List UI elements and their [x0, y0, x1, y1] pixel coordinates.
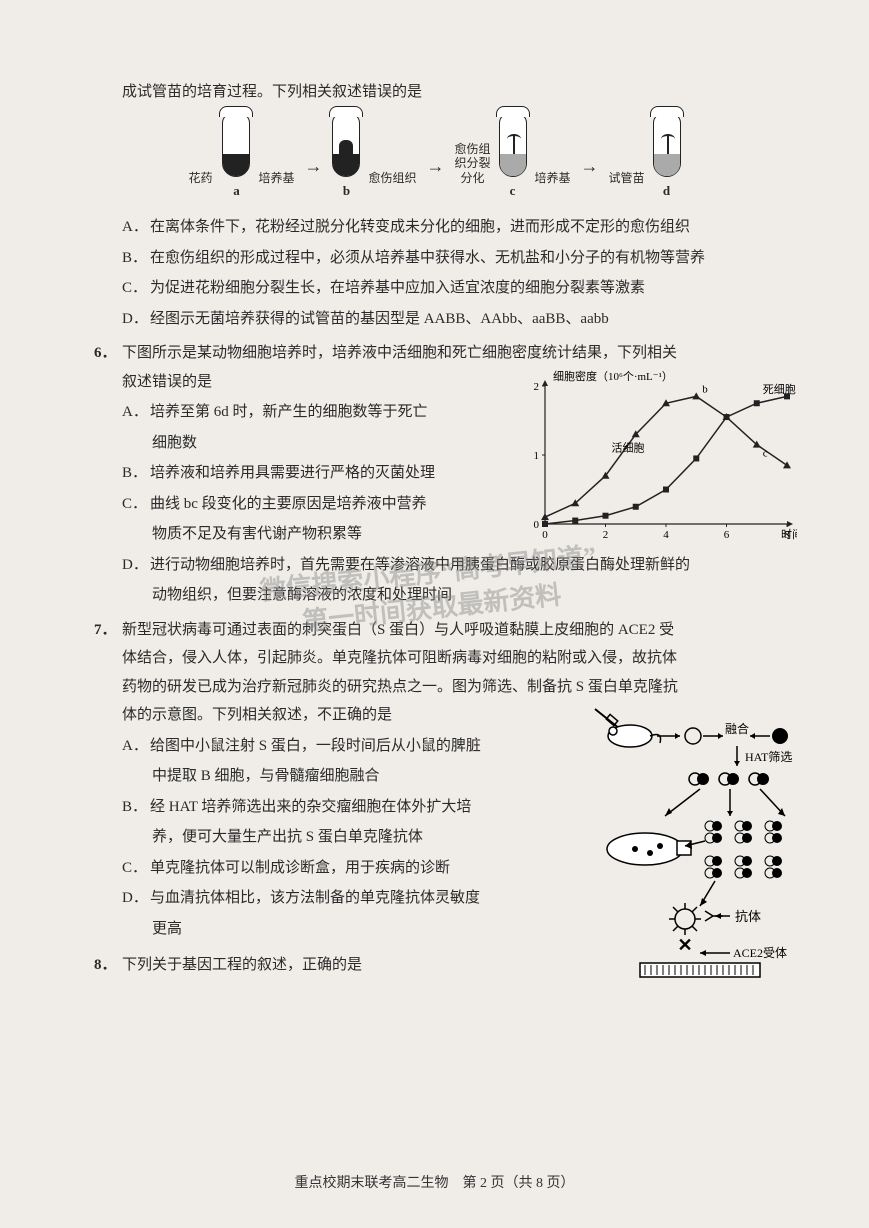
arrow-icon: →: [302, 149, 324, 203]
svg-text:c: c: [763, 447, 768, 459]
q6-opt-a2: 细胞数: [60, 429, 515, 458]
svg-text:2: 2: [603, 529, 609, 541]
q6-opt-c2: 物质不足及有害代谢产物积累等: [60, 520, 515, 549]
q5-stem-cont: 成试管苗的培育过程。下列相关叙述错误的是: [60, 78, 809, 107]
page-footer: 重点校期末联考高二生物 第 2 页（共 8 页）: [0, 1171, 869, 1198]
q5-opt-a: A．在离体条件下，花粉经过脱分化转变成未分化的细胞，进而形成不定形的愈伤组织: [60, 213, 809, 242]
page-content: 成试管苗的培育过程。下列相关叙述错误的是 花药 a 培养基 → b 愈伤组织 →…: [60, 78, 809, 980]
q5-opt-d: D．经图示无菌培养获得的试管苗的基因型是 AABB、AAbb、aaBB、aabb: [60, 305, 809, 334]
tube-b: [332, 113, 360, 177]
svg-text:4: 4: [663, 529, 669, 541]
q7-opt-a: A．给图中小鼠注射 S 蛋白，一段时间后从小鼠的脾脏: [60, 732, 560, 761]
q6-opt-a: A．培养至第 6d 时，新产生的细胞数等于死亡: [60, 398, 515, 427]
q7-opt-d: D．与血清抗体相比，该方法制备的单克隆抗体灵敏度: [60, 884, 560, 913]
q8-stem: 下列关于基因工程的叙述，正确的是: [122, 957, 362, 973]
q5-opt-c: C．为促进花粉细胞分裂生长，在培养基中应加入适宜浓度的细胞分裂素等激素: [60, 274, 809, 303]
q7-opt-a2: 中提取 B 细胞，与骨髓瘤细胞融合: [60, 762, 560, 791]
q6-stem1: 下图所示是某动物细胞培养时，培养液中活细胞和死亡细胞密度统计结果，下列相关: [122, 345, 677, 361]
svg-text:6: 6: [724, 529, 730, 541]
q7-opt-c: C．单克隆抗体可以制成诊断盒，用于疾病的诊断: [60, 854, 560, 883]
svg-text:0: 0: [534, 519, 540, 531]
q6-opt-d: D．进行动物细胞培养时，首先需要在等渗溶液中用胰蛋白酶或胶原蛋白酶处理新鲜的: [60, 551, 809, 580]
svg-text:2: 2: [534, 381, 540, 393]
svg-text:HAT筛选: HAT筛选: [745, 749, 792, 764]
q5-diagram: 花药 a 培养基 → b 愈伤组织 → 愈伤组 织分裂 分化 c 培养: [60, 113, 809, 204]
tube-a: [222, 113, 250, 177]
svg-text:死细胞: 死细胞: [763, 383, 796, 396]
arrow-icon: →: [425, 149, 447, 203]
q5-opt-b: B．在愈伤组织的形成过程中，必须从培养基中获得水、无机盐和小分子的有机物等营养: [60, 244, 809, 273]
svg-text:活细胞: 活细胞: [612, 441, 645, 454]
svg-text:1: 1: [534, 450, 540, 462]
label-callus-div: 愈伤组 织分裂 分化: [455, 142, 491, 203]
q6-number: 6．: [94, 339, 117, 368]
svg-text:0: 0: [542, 529, 548, 541]
q6: 6． 下图所示是某动物细胞培养时，培养液中活细胞和死亡细胞密度统计结果，下列相关: [60, 339, 809, 368]
q7-p2: 体结合，侵入人体，引起肺炎。单克隆抗体可阻断病毒对细胞的粘附或入侵，故抗体: [60, 644, 809, 673]
q6-chart: 01202468细胞密度（10⁶个·mL⁻¹）时间（d）活细胞死细胞bc: [517, 368, 797, 548]
label-callus: 愈伤组织: [368, 171, 416, 203]
q7: 7． 新型冠状病毒可通过表面的刺突蛋白（S 蛋白）与人呼吸道黏膜上皮细胞的 AC…: [60, 616, 809, 645]
svg-text:抗体: 抗体: [735, 909, 761, 924]
q7-p3: 药物的研发已成为治疗新冠肺炎的研究热点之一。图为筛选、制备抗 S 蛋白单克隆抗: [60, 673, 809, 702]
label-plantlet: 试管苗: [609, 171, 645, 203]
svg-text:细胞密度（10⁶个·mL⁻¹）: 细胞密度（10⁶个·mL⁻¹）: [553, 369, 673, 383]
label-anther: 花药: [188, 171, 214, 203]
q6-opt-c: C．曲线 bc 段变化的主要原因是培养液中营养: [60, 490, 515, 519]
q6-opt-b: B．培养液和培养用具需要进行严格的灭菌处理: [60, 459, 515, 488]
svg-text:b: b: [702, 383, 708, 395]
q7-opt-d2: 更高: [60, 915, 560, 944]
tube-c: [499, 113, 527, 177]
q8: 8． 下列关于基因工程的叙述，正确的是: [60, 951, 809, 980]
tube-d: [653, 113, 681, 177]
label-medium-2: 培养基: [535, 171, 571, 203]
q7-number: 7．: [94, 616, 117, 645]
q7-opt-b: B．经 HAT 培养筛选出来的杂交瘤细胞在体外扩大培: [60, 793, 560, 822]
svg-text:时间（d）: 时间（d）: [781, 528, 797, 541]
q7-p1: 新型冠状病毒可通过表面的刺突蛋白（S 蛋白）与人呼吸道黏膜上皮细胞的 ACE2 …: [122, 622, 674, 638]
label-medium-1: 培养基: [258, 171, 294, 203]
q8-number: 8．: [94, 951, 117, 980]
q6-opt-d2: 动物组织，但要注意酶溶液的浓度和处理时间: [60, 581, 809, 610]
arrow-icon: →: [579, 149, 601, 203]
q7-opt-b2: 养，便可大量生产出抗 S 蛋白单克隆抗体: [60, 823, 560, 852]
svg-text:融合: 融合: [725, 721, 749, 736]
